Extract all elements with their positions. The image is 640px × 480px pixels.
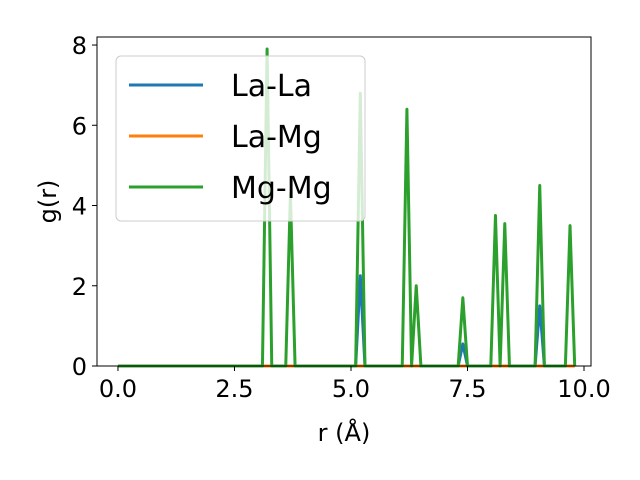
y-axis-title: g(r) <box>34 180 62 224</box>
x-tick-label: 0.0 <box>99 375 137 403</box>
x-axis-title: r (Å) <box>318 418 371 447</box>
series-line-la-la <box>117 274 575 368</box>
ticks-layer: 0.0 2.5 5.0 7.5 10.0 0 2 4 6 8 <box>72 32 611 403</box>
y-tick-label: 6 <box>72 112 87 140</box>
x-tick-label: 2.5 <box>215 375 253 403</box>
y-tick-label: 8 <box>72 32 87 60</box>
x-tick-label: 7.5 <box>448 375 486 403</box>
y-tick-label: 2 <box>72 273 87 301</box>
legend-label-la-mg: La-Mg <box>231 120 322 155</box>
y-tick-label: 4 <box>72 193 87 221</box>
legend-box <box>115 55 366 222</box>
plot-frame <box>96 36 592 367</box>
y-tick-label: 0 <box>72 353 87 381</box>
legend-label-mg-mg: Mg-Mg <box>231 171 332 206</box>
x-tick-label: 5.0 <box>332 375 370 403</box>
legend: La-La La-Mg Mg-Mg <box>115 55 366 222</box>
legend-label-la-la: La-La <box>231 69 312 104</box>
x-tick-label: 10.0 <box>557 375 610 403</box>
